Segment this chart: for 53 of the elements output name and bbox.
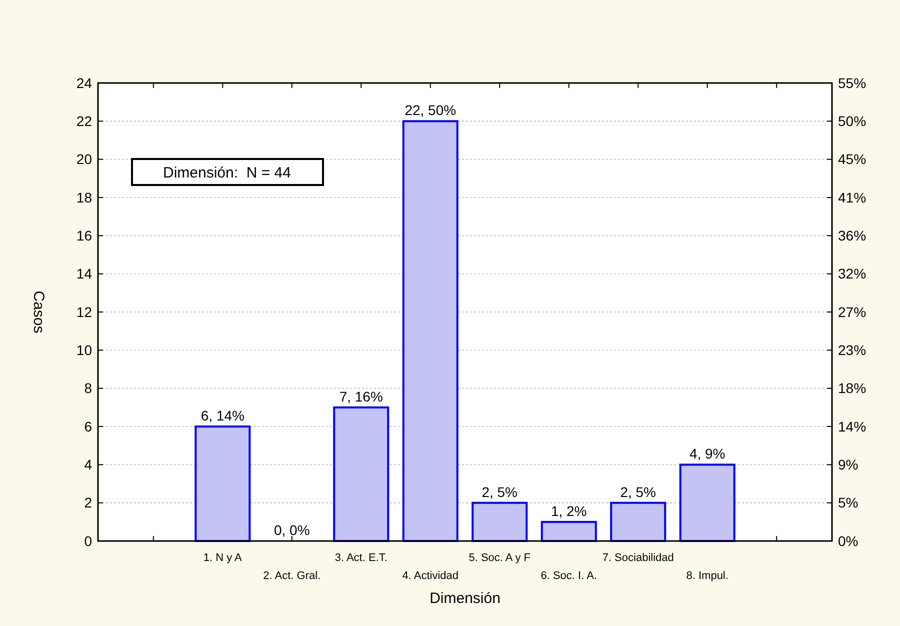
- y-tick-label: 10: [76, 342, 92, 358]
- y2-tick-label: 45%: [838, 151, 866, 168]
- y-axis-title: Casos: [30, 290, 47, 334]
- y2-tick-label: 9%: [838, 456, 858, 473]
- y-tick-label: 24: [76, 74, 92, 91]
- x-tick-label: 3. Act. E.T.: [334, 552, 388, 564]
- annotation: Dimensión: N = 44: [163, 164, 291, 182]
- x-axis-title: Dimensión: [430, 590, 500, 607]
- x-tick-label: 4. Actividad: [402, 570, 459, 582]
- y2-tick-label: 32%: [838, 266, 866, 282]
- bar: [194, 426, 251, 542]
- y-tick-label: 16: [76, 228, 92, 244]
- bar: [679, 464, 736, 542]
- data-label: 7, 16%: [339, 388, 383, 404]
- y-tick-label: 18: [76, 189, 92, 206]
- y2-tick-label: 55%: [838, 74, 866, 91]
- y2-tick-label: 23%: [838, 342, 866, 358]
- x-tick-label: 6. Soc. I. A.: [540, 570, 597, 582]
- y-tick-label: 22: [76, 113, 92, 130]
- data-label: 0, 0%: [274, 522, 310, 538]
- bar: [540, 520, 597, 542]
- bar: [472, 502, 528, 542]
- y2-tick-label: 5%: [838, 494, 858, 511]
- y2-tick-label: 36%: [838, 228, 866, 244]
- bar: [402, 120, 458, 542]
- bar: [610, 502, 666, 542]
- data-label: 6, 14%: [200, 408, 244, 424]
- data-label: 4, 9%: [689, 446, 726, 462]
- y-tick-label: 6: [84, 418, 92, 434]
- y-tick-label: 12: [76, 304, 92, 320]
- y-tick-label: 4: [84, 456, 92, 473]
- y-tick-label: 0: [84, 532, 92, 549]
- data-label: 2, 5%: [482, 484, 518, 500]
- y2-tick-label: 50%: [838, 113, 866, 130]
- y2-tick-label: 41%: [838, 189, 866, 206]
- x-tick-label: 1. N y A: [203, 552, 243, 564]
- y2-tick-label: 18%: [838, 380, 866, 396]
- x-tick-label: 8. Impul.: [686, 570, 728, 582]
- y2-tick-label: 14%: [838, 418, 866, 434]
- bar: [333, 406, 390, 542]
- y2-tick-label: 27%: [838, 304, 866, 320]
- y-tick-label: 14: [76, 266, 92, 282]
- y-tick-label: 2: [84, 494, 92, 511]
- y-tick-label: 20: [76, 151, 92, 168]
- data-label: 22, 50%: [404, 102, 456, 118]
- note-box: Dimensión: N = 44: [131, 158, 324, 186]
- data-label: 1, 2%: [550, 502, 587, 519]
- y-tick-label: 8: [84, 380, 92, 396]
- data-label: 2, 5%: [620, 484, 656, 500]
- x-tick-label: 2. Act. Gral.: [263, 570, 321, 582]
- x-tick-label: 5. Soc. A y F: [468, 552, 531, 564]
- x-tick-label: 7. Sociabilidad: [602, 552, 674, 564]
- y2-tick-label: 0%: [838, 532, 858, 549]
